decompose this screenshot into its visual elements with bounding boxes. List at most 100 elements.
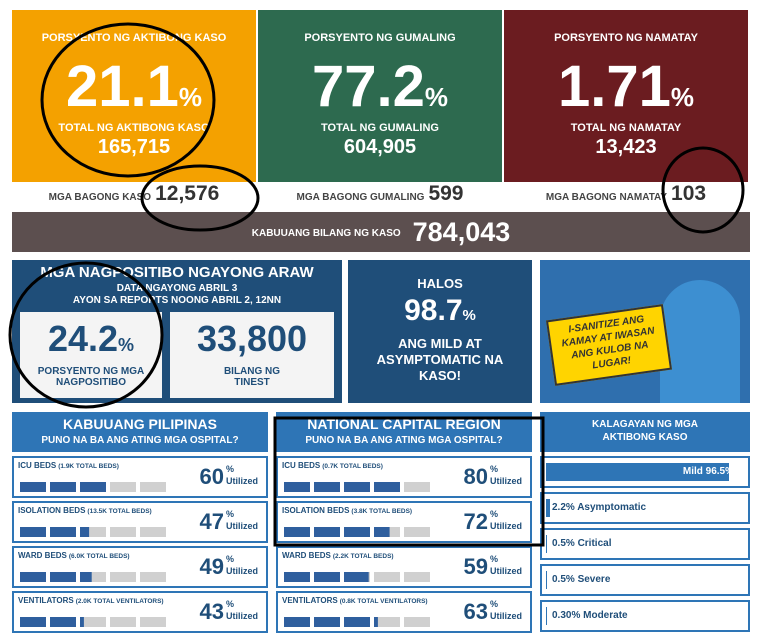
- percent-value: 77.2: [311, 54, 425, 119]
- utilization-bar: [284, 617, 430, 627]
- item-value: 63: [463, 599, 488, 624]
- new-row: MGA BAGONG GUMALING 599: [258, 182, 502, 212]
- bar-segment: [314, 482, 340, 492]
- utilization-bar: [20, 527, 166, 537]
- item-utilized: Utilized: [226, 566, 259, 576]
- bar-segment: [344, 617, 370, 627]
- percent-value: 21.1: [65, 54, 179, 119]
- bar-segment-bg: [404, 617, 430, 627]
- positivity-source: AYON SA REPORTS NOONG ABRIL 2, 12NN: [72, 295, 282, 306]
- status-item: 0.30% Moderate: [540, 600, 750, 632]
- item-value: 47: [199, 509, 224, 534]
- mild-box: HALOS 98.7% ANG MILD AT ASYMPTOMATIC NA KA…: [348, 260, 532, 403]
- status-item: 0.5% Severe: [540, 564, 750, 596]
- new-label: MGA BAGONG GUMALING: [296, 192, 425, 203]
- percent-unit: %: [178, 82, 202, 112]
- status-text: 0.5% Severe: [552, 574, 611, 585]
- total-label: TOTAL NG GUMALING: [321, 122, 439, 134]
- positivity-date: DATA NGAYONG ABRIL 3: [116, 283, 238, 294]
- utilization-bar: [284, 572, 430, 582]
- hospital-item: WARD BEDS (2.2K TOTAL BEDS) 59% Utilized: [276, 546, 532, 588]
- status-bar: [546, 535, 547, 553]
- bar-segment-bg: [110, 527, 136, 537]
- item-value: 59: [463, 554, 488, 579]
- bar-segment-bg: [140, 572, 166, 582]
- item-utilized: Utilized: [490, 566, 523, 576]
- item-utilized: Utilized: [490, 476, 523, 486]
- status-item: 0.5% Critical: [540, 528, 750, 560]
- status-text: 0.30% Moderate: [552, 610, 628, 621]
- rate-number: 24.2%: [20, 318, 162, 360]
- item-title: WARD BEDS (6.0K TOTAL BEDS): [18, 551, 208, 560]
- hospital-item: ISOLATION BEDS (13.5K TOTAL BEDS) 47% Utili…: [12, 501, 268, 543]
- bar-segment: [374, 527, 390, 537]
- item-detail: (6.0K TOTAL BEDS): [68, 553, 130, 560]
- item-value: 49: [199, 554, 224, 579]
- hospital-item: WARD BEDS (6.0K TOTAL BEDS) 49% Utilized: [12, 546, 268, 588]
- hospital-subtitle: PUNO NA BA ANG ATING MGA OSPITAL?: [41, 435, 239, 446]
- status-text: 0.5% Critical: [552, 538, 612, 549]
- status-title: KALAGAYAN NG MGA AKTIBONG KASO: [592, 419, 698, 443]
- mild-number: 98.7%: [348, 294, 532, 328]
- card-label: PORSYENTO NG AKTIBONG KASO: [41, 32, 227, 44]
- bar-segment: [20, 482, 46, 492]
- item-detail: (0.7K TOTAL BEDS): [322, 463, 383, 470]
- item-name: ISOLATION BEDS: [282, 506, 350, 515]
- status-item: Mild 96.5%: [540, 456, 750, 488]
- rate-value: 24.2: [47, 318, 119, 359]
- bar-segment-bg: [140, 527, 166, 537]
- item-detail: (2.2K TOTAL BEDS): [332, 553, 394, 560]
- bar-segment: [50, 482, 76, 492]
- hospital-item: VENTILATORS (0.8K TOTAL VENTILATORS) 63% Ut…: [276, 591, 532, 633]
- positivity-box: MGA NAGPOSITIBO NGAYONG ARAW DATA NGAYONG…: [12, 260, 342, 403]
- bar-segment: [20, 617, 46, 627]
- bar-segment: [50, 572, 76, 582]
- bar-segment-bg: [404, 572, 430, 582]
- total-value: 604,905: [343, 136, 417, 158]
- hospital-title: KABUUANG PILIPINAS: [62, 416, 217, 432]
- bar-segment-bg: [404, 482, 430, 492]
- item-unit: %: [226, 464, 235, 474]
- total-label: TOTAL NG NAMATAY: [570, 122, 682, 134]
- mild-text: ANG MILD AT ASYMPTOMATIC NA KASO!: [376, 336, 504, 383]
- bar-segment-bg: [404, 527, 430, 537]
- bar-segment-bg: [80, 527, 106, 537]
- item-name: WARD BEDS: [282, 551, 331, 560]
- card-label: PORSYENTO NG GUMALING: [304, 32, 456, 44]
- stat-card: PORSYENTO NG GUMALING 77.2% TOTAL NG GUMAL…: [258, 10, 502, 182]
- item-title: ICU BEDS (0.7K TOTAL BEDS): [282, 461, 472, 470]
- hospital-title: NATIONAL CAPITAL REGION: [307, 416, 501, 432]
- item-unit: %: [226, 599, 235, 609]
- stat-card: PORSYENTO NG AKTIBONG KASO 21.1% TOTAL NG …: [12, 10, 256, 182]
- item-value: 72: [463, 509, 488, 534]
- item-detail: (13.5K TOTAL BEDS): [87, 508, 152, 515]
- new-row: MGA BAGONG NAMATAY 103: [504, 182, 748, 212]
- mild-unit: %: [462, 307, 476, 324]
- bar-segment: [284, 617, 310, 627]
- stat-card: PORSYENTO NG NAMATAY 1.71% TOTAL NG NAMATA…: [504, 10, 748, 182]
- bar-segment: [314, 572, 340, 582]
- item-name: WARD BEDS: [18, 551, 67, 560]
- mild-pre: HALOS: [417, 276, 463, 291]
- new-label: MGA BAGONG KASO: [48, 192, 152, 203]
- bar-segment: [50, 617, 76, 627]
- status-item: 2.2% Asymptomatic: [540, 492, 750, 524]
- percent-value: 1.71: [557, 54, 671, 119]
- item-unit: %: [490, 554, 499, 564]
- bar-segment-bg: [140, 482, 166, 492]
- hospital-item: ICU BEDS (1.9K TOTAL BEDS) 60% Utilized: [12, 456, 268, 498]
- bar-segment: [20, 527, 46, 537]
- bar-segment: [314, 527, 340, 537]
- item-utilized: Utilized: [226, 611, 259, 621]
- bar-segment: [284, 482, 310, 492]
- percent-unit: %: [424, 82, 448, 112]
- poster-person: [660, 280, 740, 403]
- bar-segment-bg: [110, 482, 136, 492]
- hospital-item: VENTILATORS (2.0K TOTAL VENTILATORS) 43% Ut…: [12, 591, 268, 633]
- item-detail: (1.9K TOTAL BEDS): [58, 463, 119, 470]
- item-utilized: Utilized: [490, 611, 523, 621]
- bar-segment: [374, 617, 378, 627]
- tested-value: 33,800: [196, 318, 308, 359]
- item-value: 80: [463, 464, 488, 489]
